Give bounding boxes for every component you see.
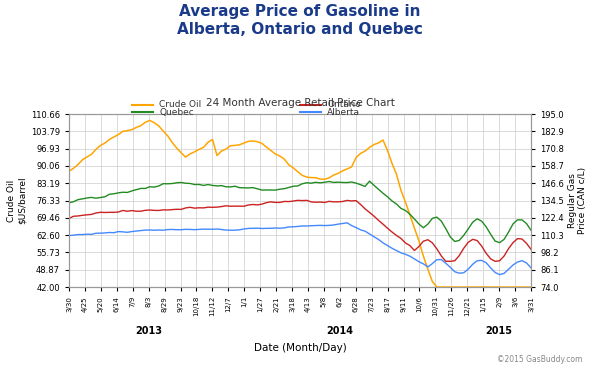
Text: 2014: 2014 xyxy=(326,326,353,336)
Text: Alberta: Alberta xyxy=(327,108,360,117)
Text: 2015: 2015 xyxy=(485,326,512,336)
Text: Average Price of Gasoline in
Alberta, Ontario and Quebec: Average Price of Gasoline in Alberta, On… xyxy=(177,4,423,37)
Text: 24 Month Average Retail Price Chart: 24 Month Average Retail Price Chart xyxy=(206,98,394,107)
Y-axis label: Regular Gas
Price (CAN c/L): Regular Gas Price (CAN c/L) xyxy=(568,167,587,234)
Text: Quebec: Quebec xyxy=(159,108,194,117)
Text: Date (Month/Day): Date (Month/Day) xyxy=(254,343,346,353)
Text: ©2015 GasBuddy.com: ©2015 GasBuddy.com xyxy=(497,355,582,364)
Y-axis label: Crude Oil
$US/barrel: Crude Oil $US/barrel xyxy=(7,177,26,224)
Text: Crude Oil: Crude Oil xyxy=(159,100,201,109)
Text: Ontario: Ontario xyxy=(327,100,361,109)
Text: 2013: 2013 xyxy=(135,326,162,336)
